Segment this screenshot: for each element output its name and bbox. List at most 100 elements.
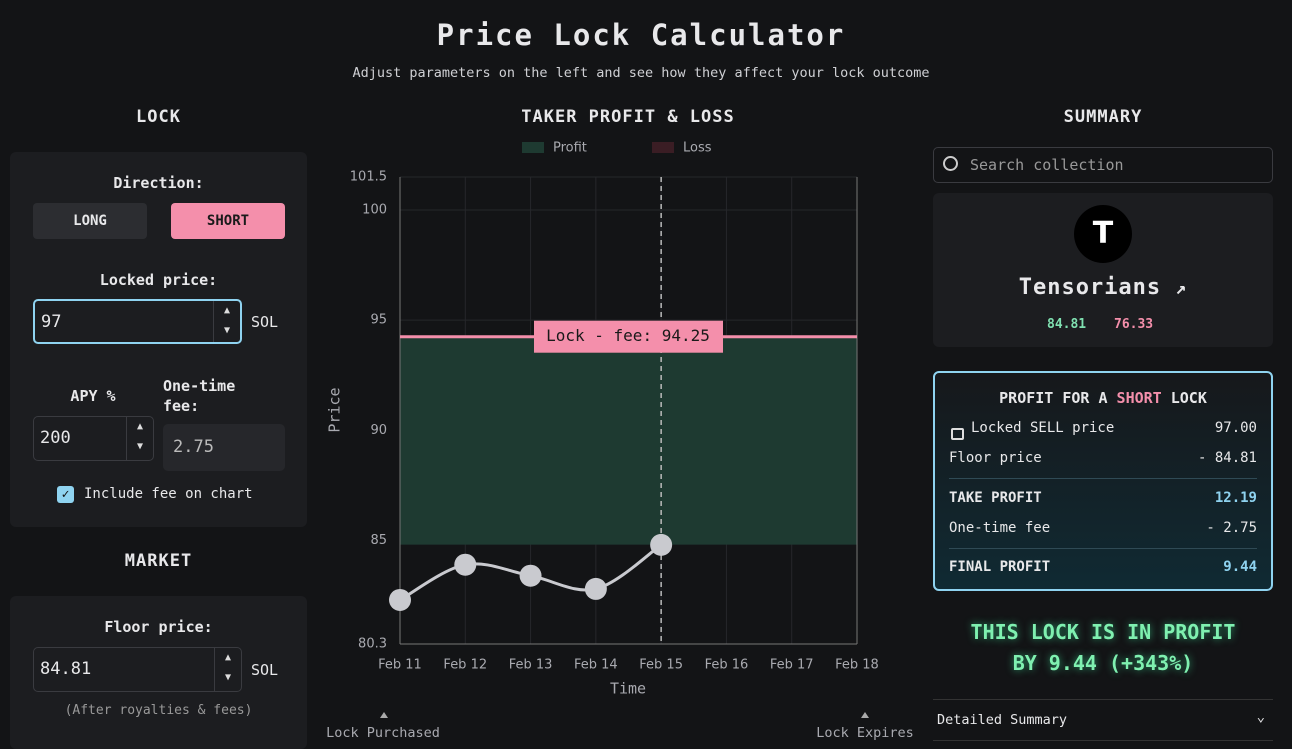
collection-name: Tensorians ↗ [933,275,1273,300]
text: LOCK [1170,389,1207,407]
x-tick-label: Feb 14 [574,658,618,673]
unit: SOL [251,661,279,679]
name: Tensorians [1018,275,1162,300]
summary-row: Floor price - 84.81 [949,450,1257,466]
lock-heading: LOCK [136,107,181,127]
y-tick-label: 101.5 [350,170,387,185]
row-value: - 2.75 [1206,520,1257,536]
spinner[interactable]: ▲ ▼ [213,301,240,342]
external-link[interactable]: ↗ [1175,278,1188,299]
x-tick-label: Feb 16 [705,658,749,673]
row-label: TAKE PROFIT [949,490,1042,506]
checkbox-label: Include fee on chart [84,486,253,502]
summary-heading: SUMMARY [1063,107,1143,127]
direction-label: Direction: [113,174,204,192]
floor-label: Floor price: [104,618,213,636]
verdict-line: THIS LOCK IS IN PROFIT [970,620,1236,644]
row-label: Floor price [949,450,1042,466]
y-tick-label: 85 [370,533,387,548]
separator [949,478,1257,479]
input-value: 97 [41,312,62,332]
marker [861,712,869,718]
legend-label: Profit [553,141,587,156]
row-label: FINAL PROFIT [949,559,1051,575]
verdict-line: BY 9.44 (+343%) [1012,651,1194,675]
search-box[interactable]: Search collection [933,147,1273,183]
input-value: 84.81 [40,659,92,679]
direction-button[interactable]: LONG [33,203,147,239]
fee-label: One-time fee: [163,377,236,415]
apy-label: APY % [70,387,116,405]
start-label: Lock Purchased [326,725,440,741]
floor-input[interactable]: 84.81 ▲ ▼ [33,647,242,692]
profit-area [400,336,857,545]
summary-row: Locked SELL price 97.00 [949,420,1257,436]
x-tick-label: Feb 17 [770,658,814,673]
title: Price Lock Calculator [436,18,846,52]
search-icon [943,156,958,171]
direction: SHORT [1116,389,1162,407]
input-value: 200 [40,428,71,448]
price-point [389,588,411,611]
subtitle: Adjust parameters on the left and see ho… [352,65,930,81]
x-axis-title: Time [610,680,646,698]
legend-swatch [522,142,544,153]
y-tick-label: 100 [362,203,387,218]
row-value: 97.00 [1214,420,1257,436]
legend-label: Loss [683,141,712,156]
lock-icon [951,428,964,440]
separator [949,548,1257,549]
note: (After royalties & fees) [64,703,253,718]
summary-row: One-time fee - 2.75 [949,520,1257,536]
market-heading: MARKET [124,551,193,571]
x-tick-label: Feb 11 [378,658,422,673]
details-label: Detailed Summary [937,712,1068,728]
chart-title: TAKER PROFIT & LOSS [521,107,735,127]
profit-box: PROFIT FOR A SHORT LOCK Locked SELL pric… [933,371,1273,591]
y-tick-label: 95 [370,313,387,328]
row-label: Locked SELL price [971,420,1115,436]
spinner[interactable]: ▲ ▼ [126,417,153,460]
spinner[interactable]: ▲ ▼ [214,648,241,691]
price-point [584,577,607,600]
unit: SOL [251,313,279,331]
search-placeholder: Search collection [970,156,1124,174]
row-value: - 84.81 [1197,450,1257,466]
text: PROFIT FOR A [999,389,1108,407]
lock-label-box [534,320,723,353]
summary-row: FINAL PROFIT 9.44 [949,559,1257,575]
x-tick-label: Feb 13 [509,658,553,673]
direction-button[interactable]: SHORT [171,203,285,239]
y-tick-label: 80.3 [358,637,387,652]
bid-stat: 76.33 [1114,317,1154,332]
market-panel: Floor price: 84.81 ▲ ▼ SOL (After royaltie… [10,596,307,749]
locked-price-input[interactable]: 97 ▲ ▼ [33,299,242,344]
end-label: Lock Expires [816,725,914,741]
checkbox[interactable]: ✓ [57,486,74,503]
chevron: ⌄ [1256,709,1265,725]
summary-row: TAKE PROFIT 12.19 [949,490,1257,506]
locked-price-label: Locked price: [99,271,218,289]
marker [380,712,388,718]
y-tick-label: 90 [370,423,387,438]
x-tick-label: Feb 18 [835,658,879,673]
x-tick-label: Feb 12 [443,658,487,673]
verdict: THIS LOCK IS IN PROFIT BY 9.44 (+343%) [933,617,1273,679]
price-point [650,533,673,556]
avatar: T [1074,205,1132,263]
price-point [519,564,542,587]
row-label: One-time fee [949,520,1051,536]
x-tick-label: Feb 15 [639,658,683,673]
row-value: 12.19 [1214,490,1257,506]
legend-swatch [652,142,674,153]
collection-card: T Tensorians ↗ 84.81 76.33 [933,193,1273,347]
details-toggle[interactable]: Detailed Summary ⌄ [933,699,1273,741]
price-point [454,553,477,576]
y-axis-title: Price [326,387,344,432]
profit-title: PROFIT FOR A SHORT LOCK [935,389,1271,407]
apy-input[interactable]: 200 ▲ ▼ [33,416,154,461]
floor-stat: 84.81 [1047,317,1087,332]
fee-field: 2.75 [163,424,285,471]
